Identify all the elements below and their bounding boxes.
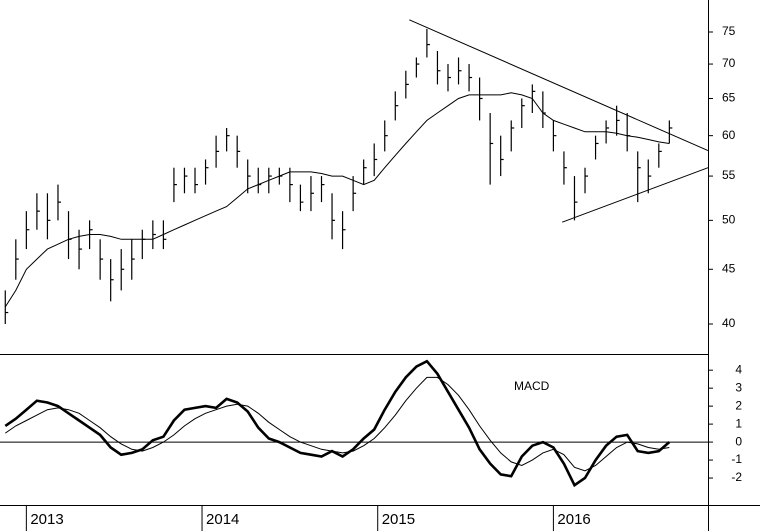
y-tick-label: 3 bbox=[735, 380, 742, 394]
macd-line bbox=[4, 359, 671, 488]
x-tick-label: 2016 bbox=[557, 511, 590, 528]
y-tick-label: 45 bbox=[722, 261, 736, 275]
y-tick-label: 4 bbox=[735, 362, 742, 376]
y-tick-label: 0 bbox=[735, 434, 742, 448]
macd-label: MACD bbox=[514, 379, 550, 393]
y-tick-label: 70 bbox=[722, 56, 736, 70]
macd-line bbox=[5, 376, 670, 472]
y-tick-label: 55 bbox=[722, 168, 736, 182]
y-tick-label: 2 bbox=[735, 398, 742, 412]
moving-average bbox=[4, 92, 670, 308]
trendline bbox=[562, 167, 709, 223]
trendline bbox=[409, 19, 709, 152]
y-tick-label: 1 bbox=[735, 416, 742, 430]
y-tick-label: 60 bbox=[722, 128, 736, 142]
y-tick-label: -2 bbox=[731, 470, 742, 484]
y-tick-label: 50 bbox=[722, 213, 736, 227]
y-tick-label: -1 bbox=[731, 452, 742, 466]
y-tick-label: 40 bbox=[722, 316, 736, 330]
x-tick-label: 2013 bbox=[30, 511, 63, 528]
y-tick-label: 65 bbox=[722, 91, 736, 105]
x-tick-label: 2014 bbox=[206, 511, 239, 528]
y-tick-label: 75 bbox=[722, 24, 736, 38]
x-tick-label: 2015 bbox=[382, 511, 415, 528]
